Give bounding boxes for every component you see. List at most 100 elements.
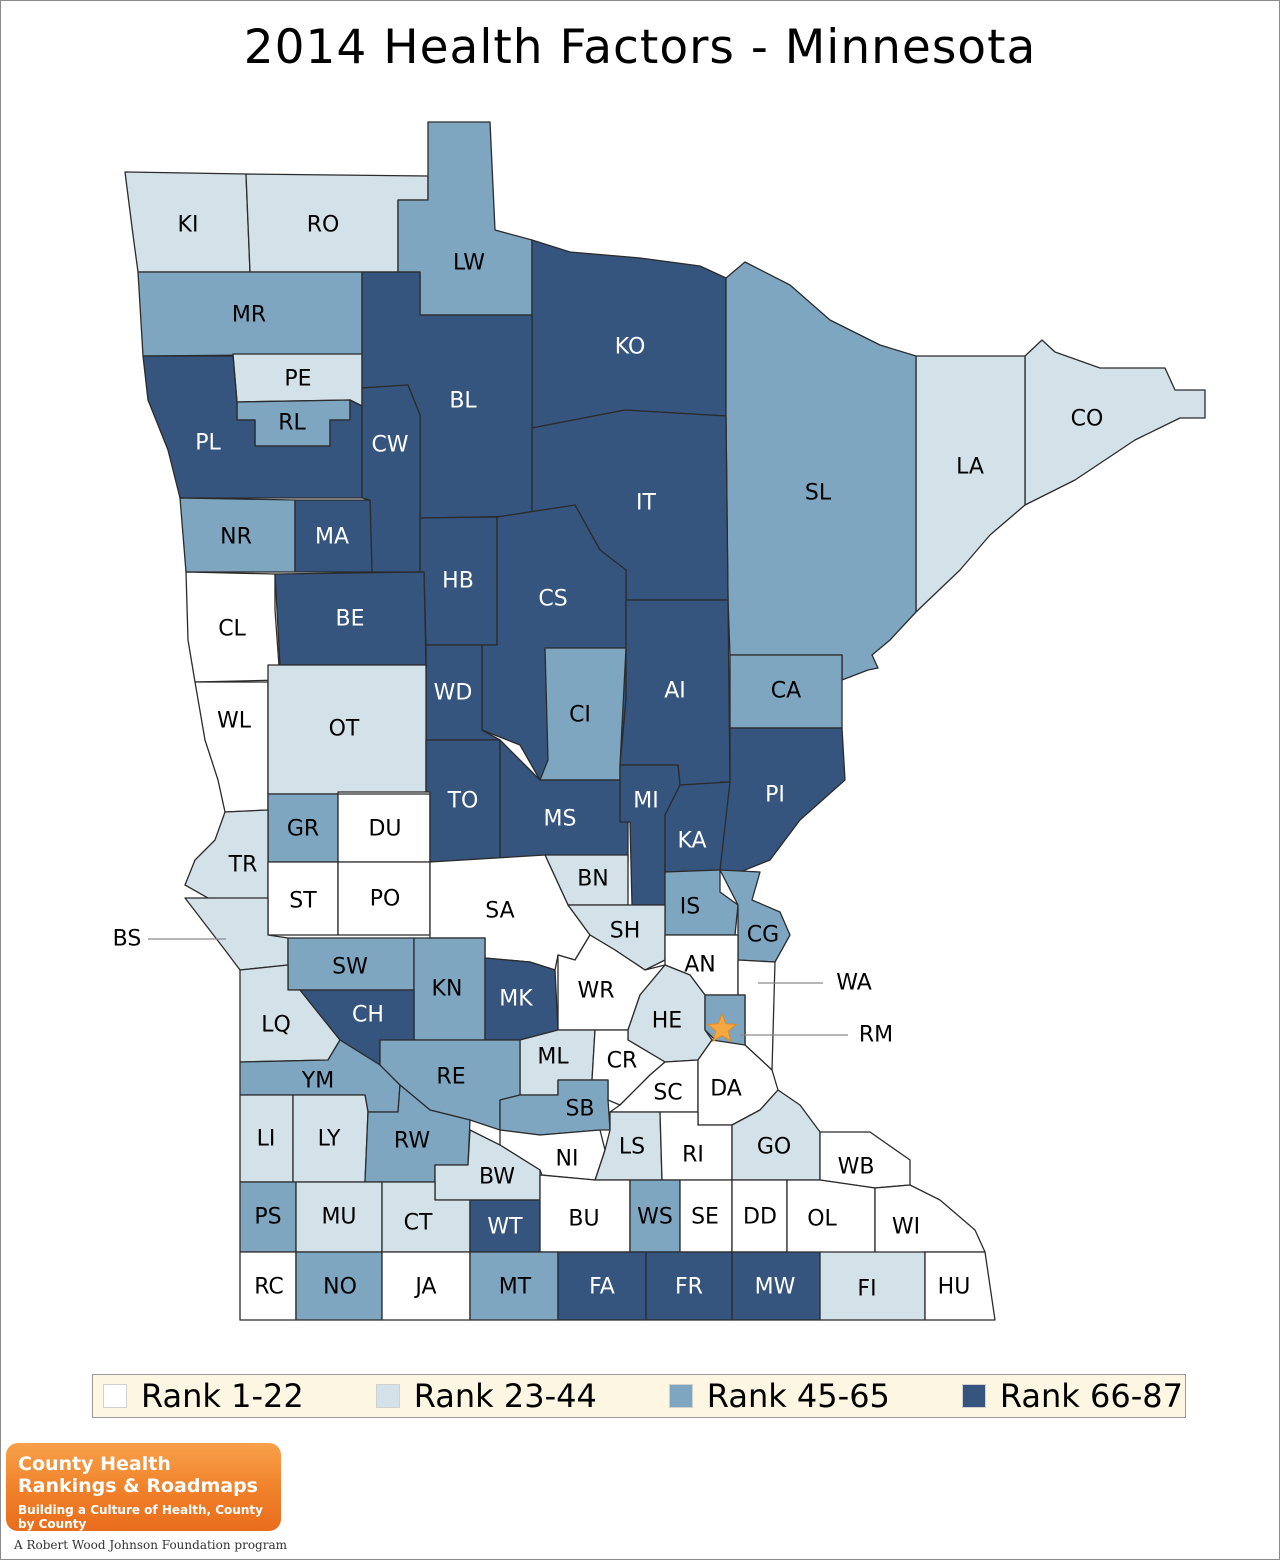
county-label-bw: BW bbox=[479, 1165, 515, 1190]
county-label-nr: NR bbox=[220, 525, 252, 550]
county-label-rw: RW bbox=[394, 1129, 430, 1154]
county-label-bs: BS bbox=[113, 927, 142, 952]
county-label-cg: CG bbox=[747, 923, 779, 948]
county-label-rc: RC bbox=[254, 1275, 284, 1300]
map-title: 2014 Health Factors - Minnesota bbox=[243, 20, 1037, 75]
county-label-fr: FR bbox=[675, 1275, 703, 1300]
county-pl bbox=[142, 355, 363, 499]
county-label-re: RE bbox=[436, 1065, 465, 1090]
county-label-dd: DD bbox=[743, 1205, 777, 1230]
county-label-bu: BU bbox=[568, 1207, 599, 1232]
county-label-pe: PE bbox=[284, 367, 311, 392]
legend-label: Rank 23-44 bbox=[413, 1377, 597, 1415]
county-label-cr: CR bbox=[607, 1049, 638, 1074]
county-label-lw: LW bbox=[453, 251, 485, 276]
county-label-po: PO bbox=[370, 887, 401, 912]
county-label-ot: OT bbox=[329, 717, 360, 742]
county-label-co: CO bbox=[1071, 407, 1104, 432]
county-label-ni: NI bbox=[556, 1147, 579, 1172]
county-hu bbox=[924, 1251, 996, 1321]
county-label-wr: WR bbox=[577, 979, 614, 1004]
county-label-st: ST bbox=[289, 889, 317, 914]
county-label-go: GO bbox=[757, 1135, 791, 1160]
county-label-wb: WB bbox=[838, 1155, 875, 1180]
county-label-cs: CS bbox=[538, 587, 567, 612]
legend-swatch bbox=[103, 1384, 127, 1408]
county-label-ja: JA bbox=[413, 1275, 436, 1300]
county-label-bn: BN bbox=[577, 867, 609, 892]
minnesota-county-map: KI RO LW MR KO PE RL PL BL CW CO LA SL IT NR MA HB CS CL BE… bbox=[113, 121, 1206, 1321]
legend-swatch bbox=[668, 1384, 693, 1408]
county-label-he: HE bbox=[652, 1009, 682, 1034]
county-sl bbox=[725, 261, 917, 681]
capital-star-icon bbox=[706, 1012, 738, 1043]
county-label-ci: CI bbox=[569, 703, 591, 728]
legend-label: Rank 66-87 bbox=[999, 1377, 1183, 1415]
county-ka bbox=[664, 781, 731, 873]
county-label-wa: WA bbox=[836, 971, 872, 996]
county-label-da: DA bbox=[710, 1077, 742, 1102]
county-label-pi: PI bbox=[765, 783, 785, 808]
county-label-sb: SB bbox=[565, 1097, 594, 1122]
county-label-to: TO bbox=[447, 789, 479, 814]
county-label-lq: LQ bbox=[261, 1013, 291, 1038]
county-label-it: IT bbox=[636, 491, 656, 516]
county-label-wi: WI bbox=[892, 1215, 920, 1240]
county-label-ps: PS bbox=[254, 1205, 281, 1230]
county-label-ka: KA bbox=[677, 829, 706, 854]
county-label-be: BE bbox=[336, 607, 365, 632]
county-tr bbox=[184, 809, 269, 903]
county-label-mi: MI bbox=[633, 789, 658, 814]
county-label-an: AN bbox=[684, 953, 716, 978]
foundation-credit: A Robert Wood Johnson Foundation program bbox=[14, 1538, 287, 1552]
county-label-ki: KI bbox=[178, 213, 199, 238]
county-label-sa: SA bbox=[485, 899, 514, 924]
county-label-ct: CT bbox=[404, 1211, 433, 1236]
county-co bbox=[1024, 339, 1206, 506]
county-label-no: NO bbox=[323, 1275, 357, 1300]
county-label-mt: MT bbox=[499, 1275, 532, 1300]
county-label-sl: SL bbox=[805, 481, 832, 506]
county-label-la: LA bbox=[956, 455, 984, 480]
county-label-mr: MR bbox=[232, 303, 266, 328]
county-cg bbox=[719, 869, 791, 963]
map-legend: Rank 1-22 Rank 23-44 Rank 45-65 Rank 66-… bbox=[92, 1374, 1186, 1418]
county-label-hb: HB bbox=[442, 569, 474, 594]
county-ma bbox=[294, 499, 373, 573]
legend-swatch bbox=[961, 1384, 986, 1408]
legend-item-rank-23-44: Rank 23-44 bbox=[375, 1377, 597, 1415]
county-label-li: LI bbox=[257, 1127, 276, 1152]
legend-swatch bbox=[375, 1384, 400, 1408]
county-label-ro: RO bbox=[307, 213, 340, 238]
legend-label: Rank 45-65 bbox=[706, 1377, 890, 1415]
county-label-fi: FI bbox=[857, 1277, 876, 1302]
county-label-gr: GR bbox=[287, 817, 319, 842]
county-label-mu: MU bbox=[321, 1205, 356, 1230]
county-label-ws: WS bbox=[637, 1205, 673, 1230]
county-label-mk: MK bbox=[499, 987, 533, 1012]
county-label-ly: LY bbox=[318, 1127, 341, 1152]
county-la bbox=[915, 355, 1026, 613]
county-label-ms: MS bbox=[544, 807, 577, 832]
county-label-ri: RI bbox=[682, 1143, 704, 1168]
county-label-ma: MA bbox=[315, 525, 349, 550]
county-label-sc: SC bbox=[653, 1081, 682, 1106]
county-label-du: DU bbox=[368, 817, 401, 842]
county-label-ko: KO bbox=[615, 335, 646, 360]
county-label-sw: SW bbox=[332, 955, 368, 980]
county-label-cl: CL bbox=[218, 617, 246, 642]
county-label-tr: TR bbox=[228, 853, 258, 878]
county-label-hu: HU bbox=[938, 1275, 971, 1300]
county-label-ch: CH bbox=[352, 1003, 384, 1028]
county-label-kn: KN bbox=[432, 977, 463, 1002]
county-label-cw: CW bbox=[371, 433, 408, 458]
county-label-wt: WT bbox=[487, 1215, 523, 1240]
legend-item-rank-45-65: Rank 45-65 bbox=[668, 1377, 890, 1415]
logo-line1: County Health bbox=[18, 1453, 171, 1475]
county-label-ca: CA bbox=[771, 679, 801, 704]
legend-item-rank-66-87: Rank 66-87 bbox=[961, 1377, 1183, 1415]
county-label-ai: AI bbox=[664, 679, 686, 704]
county-label-rm: RM bbox=[859, 1023, 893, 1048]
county-label-is: IS bbox=[680, 895, 700, 920]
logo-tagline: Building a Culture of Health, County by … bbox=[18, 1503, 263, 1531]
